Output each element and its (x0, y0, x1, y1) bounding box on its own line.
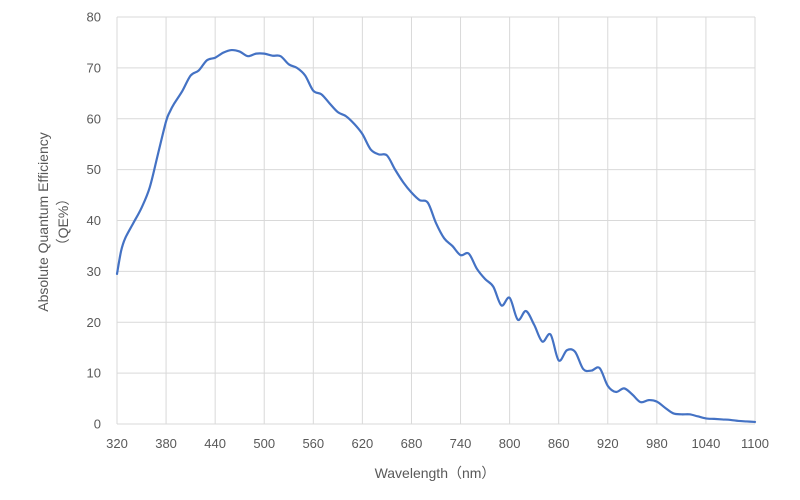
x-tick-label: 800 (499, 436, 521, 451)
y-tick-label: 20 (87, 315, 101, 330)
y-tick-label: 10 (87, 366, 101, 381)
y-axis-title-line2: （QE%） (55, 192, 71, 253)
x-tick-label: 560 (302, 436, 324, 451)
y-tick-label: 0 (94, 417, 101, 432)
x-tick-label: 980 (646, 436, 668, 451)
x-tick-label: 740 (450, 436, 472, 451)
x-tick-label: 1040 (691, 436, 720, 451)
x-tick-label: 680 (401, 436, 423, 451)
x-tick-label: 320 (106, 436, 128, 451)
grid-lines (116, 16, 756, 425)
y-axis-title-line1: Absolute Quantum Efficiency (35, 132, 51, 312)
series-line (115, 48, 757, 424)
x-tick-label: 860 (548, 436, 570, 451)
y-tick-label: 30 (87, 264, 101, 279)
x-tick-label: 380 (155, 436, 177, 451)
x-tick-label: 1100 (741, 436, 769, 451)
y-tick-label: 60 (87, 111, 101, 126)
x-tick-label: 920 (597, 436, 619, 451)
y-tick-label: 40 (87, 213, 101, 228)
y-tick-label: 80 (87, 10, 101, 25)
x-tick-label: 500 (253, 436, 275, 451)
y-tick-labels: 0 10 20 30 40 50 60 70 80 (87, 10, 101, 432)
x-tick-label: 620 (352, 436, 374, 451)
x-tick-labels: 320 380 440 500 560 620 680 740 800 860 920 980 1040… (106, 436, 769, 451)
x-axis-title: Wavelength（nm） (375, 465, 496, 481)
y-tick-label: 50 (87, 162, 101, 177)
y-tick-label: 70 (87, 60, 101, 75)
x-tick-label: 440 (204, 436, 226, 451)
